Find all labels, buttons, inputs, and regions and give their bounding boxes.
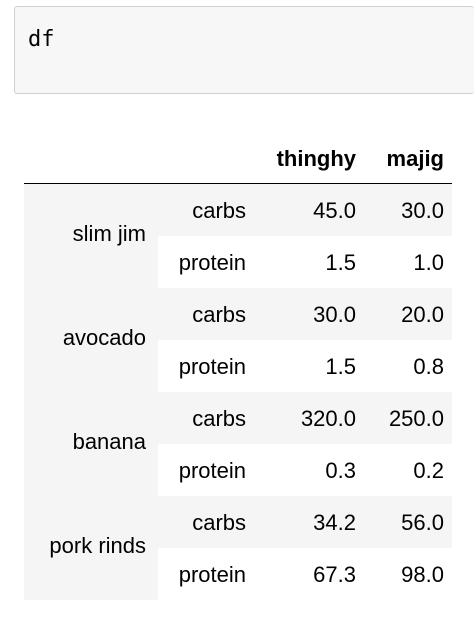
cell-majig: 98.0 bbox=[401, 562, 444, 587]
column-header-thinghy: thinghy bbox=[276, 146, 356, 171]
row-index: pork rinds bbox=[24, 496, 158, 600]
table-header-row: thinghy majig bbox=[24, 133, 452, 184]
row-sub-label: protein bbox=[178, 562, 246, 587]
code-cell-input[interactable]: df bbox=[14, 6, 474, 94]
table-row: protein 0.3 0.2 bbox=[158, 444, 452, 496]
row-sub-label: carbs bbox=[192, 510, 246, 535]
cell-thinghy: 1.5 bbox=[325, 250, 356, 275]
row-index: avocado bbox=[24, 288, 158, 392]
code-text[interactable]: df bbox=[28, 27, 55, 52]
cell-majig: 0.2 bbox=[413, 458, 444, 483]
table-row: carbs 30.0 20.0 bbox=[158, 288, 452, 340]
cell-thinghy: 67.3 bbox=[313, 562, 356, 587]
table-row: protein 1.5 1.0 bbox=[158, 236, 452, 288]
row-sub-label: carbs bbox=[192, 302, 246, 327]
cell-majig: 1.0 bbox=[413, 250, 444, 275]
cell-majig: 56.0 bbox=[401, 510, 444, 535]
cell-thinghy: 1.5 bbox=[325, 354, 356, 379]
table-group-avocado: avocado carbs 30.0 20.0 protein 1.5 0.8 bbox=[24, 288, 452, 392]
table-row: carbs 34.2 56.0 bbox=[158, 496, 452, 548]
table-row: carbs 45.0 30.0 bbox=[158, 184, 452, 236]
cell-thinghy: 45.0 bbox=[313, 198, 356, 223]
cell-thinghy: 34.2 bbox=[313, 510, 356, 535]
cell-majig: 250.0 bbox=[388, 406, 444, 431]
row-index: banana bbox=[24, 392, 158, 496]
cell-thinghy: 0.3 bbox=[325, 458, 356, 483]
row-index-label: pork rinds bbox=[49, 533, 146, 558]
cell-majig: 20.0 bbox=[401, 302, 444, 327]
table-group-slim-jim: slim jim carbs 45.0 30.0 protein 1.5 1.0 bbox=[24, 184, 452, 288]
row-index-label: avocado bbox=[62, 325, 146, 350]
table-group-banana: banana carbs 320.0 250.0 protein 0.3 0.2 bbox=[24, 392, 452, 496]
table-row: protein 67.3 98.0 bbox=[158, 548, 452, 600]
table-group-pork-rinds: pork rinds carbs 34.2 56.0 protein 67.3 … bbox=[24, 496, 452, 600]
table-row: protein 1.5 0.8 bbox=[158, 340, 452, 392]
row-sub-label: protein bbox=[178, 354, 246, 379]
cell-thinghy: 320.0 bbox=[300, 406, 356, 431]
cell-thinghy: 30.0 bbox=[313, 302, 356, 327]
cell-majig: 0.8 bbox=[413, 354, 444, 379]
column-header-majig: majig bbox=[386, 146, 444, 171]
row-index: slim jim bbox=[24, 184, 158, 288]
row-index-label: banana bbox=[72, 429, 146, 454]
cell-majig: 30.0 bbox=[401, 198, 444, 223]
row-sub-label: carbs bbox=[192, 198, 246, 223]
dataframe-table: thinghy majig slim jim carbs 45.0 30.0 p… bbox=[24, 133, 452, 600]
row-index-label: slim jim bbox=[72, 221, 146, 246]
row-sub-label: protein bbox=[178, 458, 246, 483]
table-row: carbs 320.0 250.0 bbox=[158, 392, 452, 444]
row-sub-label: protein bbox=[178, 250, 246, 275]
row-sub-label: carbs bbox=[192, 406, 246, 431]
